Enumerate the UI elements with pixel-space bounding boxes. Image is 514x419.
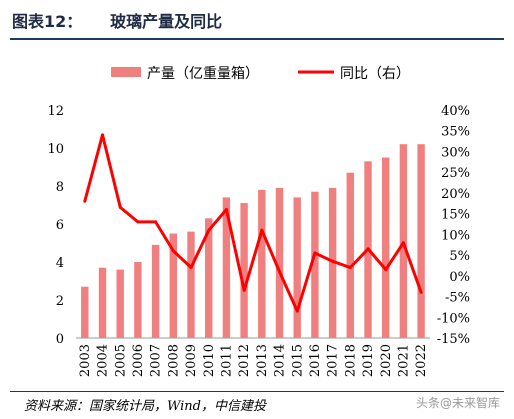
yoy-point-2003 xyxy=(83,199,87,203)
yoy-point-2008 xyxy=(171,249,175,253)
y-left-tick-label: 10 xyxy=(47,142,64,157)
yoy-point-2007 xyxy=(154,220,158,224)
y-left-tick-label: 6 xyxy=(56,218,64,233)
y-left-tick-label: 8 xyxy=(56,180,64,195)
yoy-point-2018 xyxy=(348,266,352,269)
y-left-tick-label: 0 xyxy=(56,332,64,347)
y-right-tick-label: 5% xyxy=(449,249,470,264)
yoy-point-2011 xyxy=(224,208,228,211)
x-tick-label: 2015 xyxy=(290,344,305,377)
x-tick-label: 2008 xyxy=(166,344,181,377)
y-right-tick-label: -10% xyxy=(437,311,470,326)
bar-2006 xyxy=(134,262,142,338)
yoy-point-2014 xyxy=(278,270,281,274)
x-tick-label: 2022 xyxy=(414,344,429,377)
x-tick-label: 2006 xyxy=(131,344,146,377)
y-right-tick-label: -15% xyxy=(437,332,470,347)
x-tick-label: 2017 xyxy=(326,344,341,377)
legend: 产量（亿重量箱） 同比（右） xyxy=(111,66,410,82)
yoy-point-2004 xyxy=(101,133,104,137)
bar-2015 xyxy=(293,197,301,338)
bar-2014 xyxy=(275,187,284,338)
bar-2004 xyxy=(98,267,107,338)
y-right-tick-label: -5% xyxy=(445,291,470,306)
x-tick-label: 2013 xyxy=(255,344,270,377)
yoy-point-2019 xyxy=(366,247,370,251)
yoy-point-2016 xyxy=(313,251,317,255)
x-tick-label: 2010 xyxy=(202,344,217,377)
yoy-point-2021 xyxy=(401,241,405,245)
yoy-point-2013 xyxy=(260,228,264,232)
y-left-tick-label: 12 xyxy=(47,104,64,119)
x-tick-label: 2016 xyxy=(308,344,323,377)
yoy-point-2009 xyxy=(189,266,193,269)
bar-2008 xyxy=(169,233,177,338)
legend-swatch-production xyxy=(111,67,141,77)
y-right-tick-label: 35% xyxy=(441,125,470,140)
bar-2012 xyxy=(240,203,248,338)
title-divider xyxy=(10,38,504,40)
x-tick-label: 2012 xyxy=(237,344,252,377)
x-tick-label: 2011 xyxy=(219,344,234,377)
yoy-point-2020 xyxy=(384,268,388,272)
y-left-tick-label: 2 xyxy=(56,294,64,309)
bar-2017 xyxy=(328,187,337,338)
yoy-point-2005 xyxy=(118,205,122,209)
x-tick-label: 2018 xyxy=(343,344,358,377)
yoy-point-2015 xyxy=(295,309,299,313)
x-tick-label: 2004 xyxy=(96,344,111,377)
bar-2020 xyxy=(382,157,390,338)
yoy-line xyxy=(83,133,423,313)
x-tick-label: 2021 xyxy=(396,344,411,377)
bar-2021 xyxy=(399,144,408,338)
yoy-point-2006 xyxy=(136,220,140,224)
bar-series xyxy=(81,144,425,338)
x-tick-label: 2014 xyxy=(273,344,288,377)
chart-title: 图表12： 玻璃产量及同比 xyxy=(12,12,223,31)
legend-label-yoy: 同比（右） xyxy=(340,66,410,82)
bar-2016 xyxy=(311,191,319,338)
x-tick-label: 2019 xyxy=(361,344,376,377)
x-tick-label: 2020 xyxy=(379,344,394,377)
bar-2022 xyxy=(417,144,425,338)
x-tick-label: 2009 xyxy=(184,344,199,377)
bar-2007 xyxy=(151,244,160,338)
bar-2009 xyxy=(187,231,195,338)
chart: 产量（亿重量箱） 同比（右） 2003 2004 2005 2006 2007 2008 2… xyxy=(47,66,470,377)
y-right-tick-label: 15% xyxy=(441,208,470,223)
y-right-tick-label: 40% xyxy=(441,104,470,119)
bar-2018 xyxy=(346,172,354,338)
x-tick-label: 2007 xyxy=(149,344,164,377)
bar-2011 xyxy=(222,197,231,338)
yoy-point-2012 xyxy=(242,288,246,292)
legend-label-production: 产量（亿重量箱） xyxy=(147,66,259,82)
y-right-tick-label: 10% xyxy=(441,228,470,243)
source-divider xyxy=(10,391,504,392)
yoy-point-2017 xyxy=(331,259,335,263)
yoy-point-2010 xyxy=(207,228,211,232)
y-right-tick-label: 25% xyxy=(441,166,470,181)
y-left-tick-label: 4 xyxy=(56,256,64,271)
axes: 2003 2004 2005 2006 2007 2008 2009 2010 2011 2012… xyxy=(47,104,470,377)
bar-2003 xyxy=(81,286,89,338)
x-tick-label: 2005 xyxy=(113,344,128,377)
y-right-tick-label: 30% xyxy=(441,146,470,161)
x-tick-label: 2003 xyxy=(78,344,93,377)
line-series xyxy=(83,133,423,313)
y-right-tick-label: 0% xyxy=(449,270,470,285)
bar-2010 xyxy=(205,218,213,338)
bar-2005 xyxy=(116,269,124,338)
bar-2013 xyxy=(258,189,266,338)
source-note: 资料来源：国家统计局，Wind，中信建投 xyxy=(24,399,266,414)
watermark: 头条@未来智库 xyxy=(415,396,500,410)
y-right-tick-label: 20% xyxy=(441,187,470,202)
yoy-point-2022 xyxy=(419,290,423,294)
